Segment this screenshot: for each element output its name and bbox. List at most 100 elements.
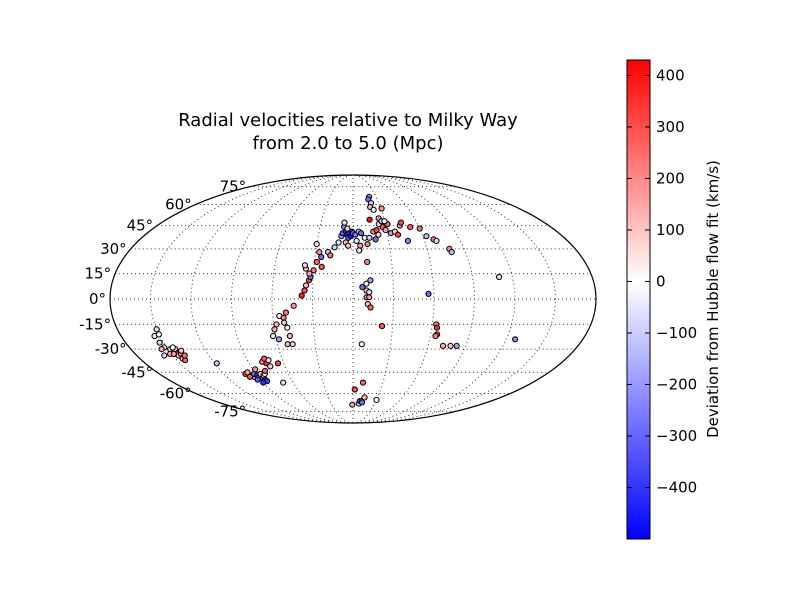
latitude-labels: 75° 60° 45°30° 15° 0° -15° -30° -45° -60° -75°: [79, 178, 246, 421]
data-point: [310, 267, 317, 274]
meridian-line: [230, 174, 354, 424]
data-point: [359, 284, 366, 291]
data-point: [397, 219, 404, 226]
lat-tick-label: -15°: [79, 315, 111, 333]
data-point: [361, 394, 368, 401]
lat-tick-label: 60°: [165, 196, 192, 214]
data-point: [349, 401, 356, 408]
data-point: [407, 224, 414, 231]
data-point: [290, 302, 297, 309]
data-point: [382, 227, 389, 234]
data-point: [155, 331, 162, 338]
data-point: [357, 230, 365, 237]
data-point: [153, 326, 160, 333]
data-point: [284, 341, 291, 348]
data-point: [280, 379, 287, 386]
colorbar-tick-label: 200: [656, 170, 685, 188]
data-point: [425, 290, 432, 297]
data-point: [274, 360, 282, 367]
data-point: [318, 263, 325, 270]
lat-tick-label: 30°: [100, 240, 127, 258]
meridian-line: [352, 174, 476, 424]
data-point: [270, 332, 277, 340]
colorbar-tick-label: 400: [656, 67, 685, 85]
data-point: [161, 352, 168, 359]
data-point: [378, 205, 385, 212]
data-point: [364, 241, 371, 248]
data-point: [423, 233, 430, 240]
data-point: [366, 234, 373, 241]
data-point: [373, 396, 380, 403]
data-point: [275, 336, 283, 343]
colorbar-label: Deviation from Hubble flow fit (km/s): [704, 160, 722, 438]
chart-title-line1: Radial velocities relative to Milky Way: [178, 110, 518, 131]
data-point: [301, 287, 308, 294]
data-point: [351, 386, 358, 393]
data-point: [344, 225, 351, 232]
data-point: [359, 379, 367, 386]
data-point: [366, 289, 373, 296]
colorbar-tick-label: −400: [656, 479, 697, 497]
data-point: [213, 360, 220, 367]
data-point: [286, 332, 293, 340]
map-boundary: [109, 174, 597, 424]
data-point: [273, 321, 280, 328]
data-point: [447, 342, 454, 349]
data-point: [341, 219, 348, 226]
data-point: [169, 344, 176, 351]
data-point: [302, 282, 310, 289]
data-point: [280, 314, 287, 321]
data-point: [261, 367, 269, 374]
data-point: [448, 249, 455, 256]
data-point: [372, 236, 379, 243]
data-point: [271, 326, 278, 333]
colorbar-gradient: [626, 59, 651, 540]
colorbar-tick-label: −100: [656, 324, 697, 342]
data-point: [512, 336, 519, 343]
chart-title-line2: from 2.0 to 5.0 (Mpc): [253, 133, 444, 154]
data-point: [335, 239, 342, 246]
data-point: [378, 323, 386, 330]
data-point: [158, 346, 165, 353]
data-point: [267, 363, 274, 370]
data-point: [301, 262, 308, 269]
data-point: [260, 379, 267, 386]
colorbar-ticks: 400 300 200 100 0 −100 −200 −300 −400: [627, 67, 697, 497]
data-point: [432, 332, 439, 340]
data-point: [289, 341, 296, 348]
data-point: [364, 258, 371, 266]
data-point: [356, 247, 363, 254]
data-point: [433, 237, 440, 244]
data-point: [313, 258, 320, 266]
data-point: [281, 319, 288, 326]
data-point: [404, 237, 411, 244]
mollweide-map: 75° 60° 45°30° 15° 0° -15° -30° -45° -60° -75°: [79, 174, 597, 424]
lat-tick-label: -30°: [95, 340, 127, 358]
colorbar: 400 300 200 100 0 −100 −200 −300 −400 Deviation …: [626, 59, 722, 540]
lat-tick-label: -45°: [121, 363, 153, 381]
colorbar-tick-label: 100: [656, 221, 685, 239]
colorbar-tick-label: −300: [656, 427, 697, 445]
data-point: [366, 216, 373, 223]
lat-tick-label: 0°: [89, 290, 106, 308]
lat-tick-label: 45°: [127, 217, 154, 235]
data-point: [394, 231, 402, 238]
data-point: [358, 341, 365, 348]
data-point: [370, 206, 377, 213]
meridian-line: [271, 174, 354, 424]
data-point: [282, 309, 289, 316]
data-point: [306, 270, 313, 277]
data-point: [156, 339, 163, 346]
data-point: [252, 366, 259, 373]
colorbar-tick-label: 0: [656, 273, 666, 291]
data-point: [246, 373, 254, 380]
data-point: [439, 342, 447, 349]
data-point: [353, 237, 360, 244]
meridian-line: [352, 174, 516, 424]
data-point: [345, 242, 352, 249]
meridian-line: [149, 174, 354, 424]
data-point: [178, 347, 185, 354]
lat-tick-label: -60°: [160, 385, 192, 403]
data-points: [151, 193, 519, 408]
